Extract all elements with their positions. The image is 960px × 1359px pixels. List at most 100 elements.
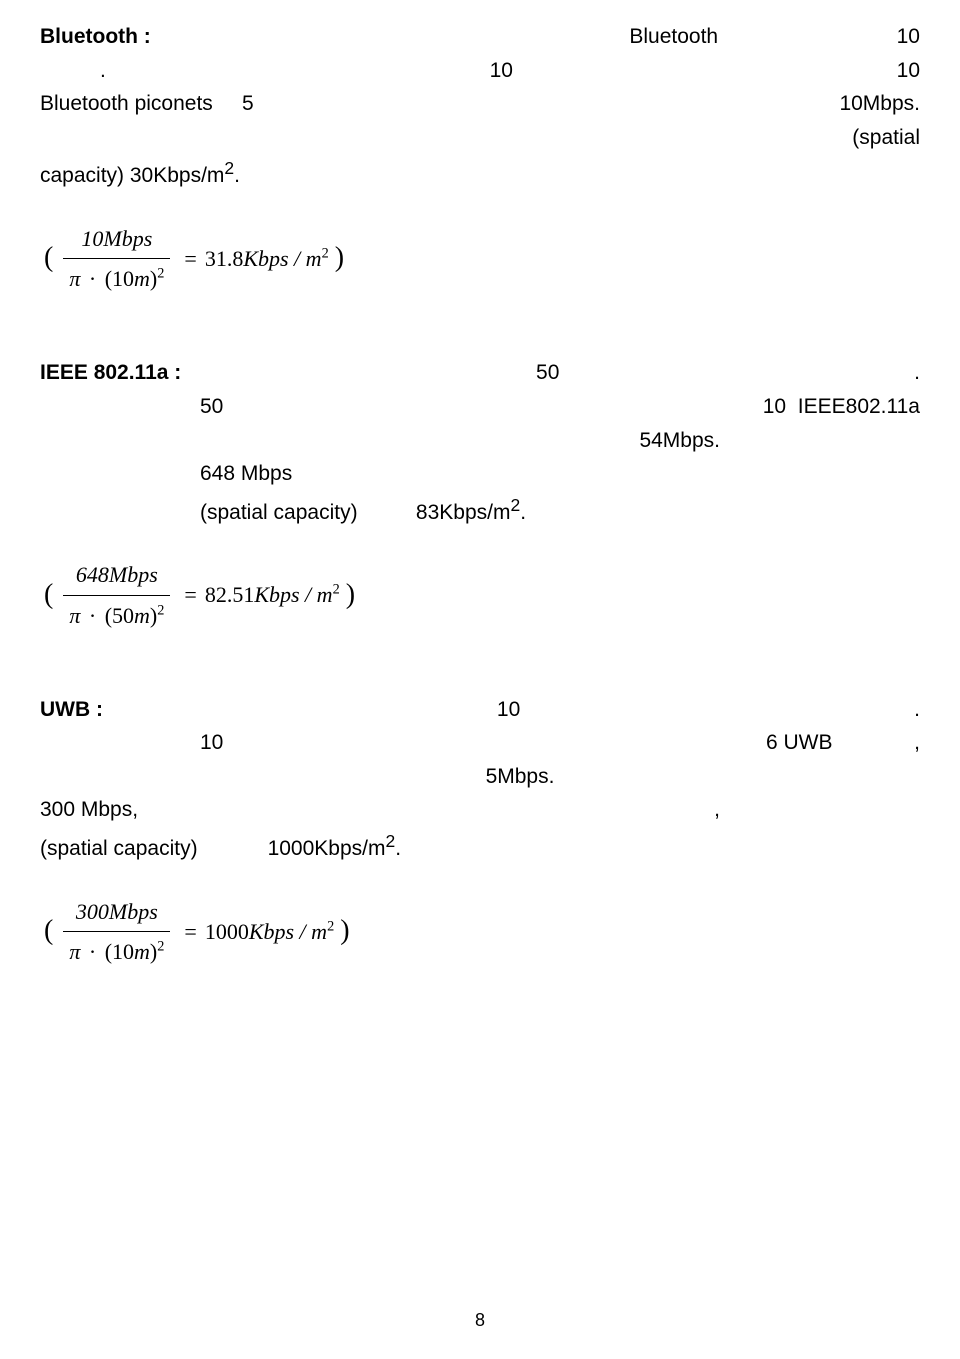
- equals-sign: =: [176, 914, 204, 949]
- uwb-equation: ( 300Mbps π · (10m)2 = 1000Kbps / m2 ): [40, 894, 920, 969]
- superscript: 2: [157, 266, 164, 282]
- text-row: 5Mbps.: [40, 760, 920, 794]
- equals-sign: =: [176, 241, 204, 276]
- text: 10Mbps.: [839, 87, 920, 121]
- text: 5: [242, 92, 254, 115]
- text: ,: [714, 793, 720, 827]
- text: 82.51: [205, 582, 255, 607]
- text: 6 UWB ,: [766, 726, 920, 760]
- text: m: [134, 939, 150, 964]
- text-row: IEEE 802.11a : 50 .: [40, 356, 920, 390]
- text: 10: [763, 395, 786, 418]
- uwb-section: UWB : 10 . 10 6 UWB , 5Mbps. 300 Mbps, ,…: [40, 693, 920, 969]
- ieee-section: IEEE 802.11a : 50 . 50 10 IEEE802.11a 54…: [40, 356, 920, 632]
- text-row: 10 6 UWB ,: [40, 726, 920, 760]
- text: Kbps / m: [249, 919, 327, 944]
- bluetooth-heading: Bluetooth :: [40, 20, 151, 54]
- text-row: Bluetooth piconets 5 10Mbps.: [40, 87, 920, 121]
- text: 10: [490, 54, 513, 88]
- text-row: 50 10 IEEE802.11a: [40, 390, 920, 424]
- pi-symbol: π: [69, 939, 80, 964]
- text: Bluetooth piconets 5: [40, 87, 254, 121]
- text: IEEE802.11a: [798, 395, 920, 418]
- denominator: π · (10m)2: [63, 934, 170, 969]
- text: 50: [536, 356, 559, 390]
- close-paren: ): [329, 236, 348, 281]
- text: (50: [105, 603, 134, 628]
- pi-symbol: π: [69, 266, 80, 291]
- text: 10: [897, 54, 920, 88]
- text: (10: [105, 939, 134, 964]
- superscript: 2: [327, 918, 334, 934]
- ieee-equation: ( 648Mbps π · (50m)2 = 82.51Kbps / m2 ): [40, 557, 920, 632]
- rhs: 1000Kbps / m2: [205, 914, 334, 949]
- superscript: 2: [510, 495, 520, 515]
- equals-sign: =: [176, 577, 204, 612]
- bluetooth-section: Bluetooth : Bluetooth 10 . 10 10 Bluetoo…: [40, 20, 920, 296]
- open-paren: (: [40, 573, 57, 618]
- text: .: [914, 356, 920, 390]
- numerator: 648Mbps: [70, 557, 164, 592]
- text-row: Bluetooth : Bluetooth 10: [40, 20, 920, 54]
- text: Kbps / m: [254, 582, 332, 607]
- close-paren: ): [340, 573, 359, 618]
- text-row: (spatial: [40, 121, 920, 155]
- open-paren: (: [40, 236, 57, 281]
- text: 10 IEEE802.11a: [763, 390, 920, 424]
- text: (spatial capacity): [40, 837, 198, 860]
- text: 1000Kbps/m: [268, 837, 386, 860]
- text: 10: [897, 20, 920, 54]
- rhs: 82.51Kbps / m2: [205, 577, 340, 612]
- text: 31.8: [205, 246, 244, 271]
- page-number: 8: [0, 1306, 960, 1335]
- text: .: [395, 837, 401, 860]
- fraction-bar: [63, 595, 170, 596]
- superscript: 2: [333, 582, 340, 598]
- text: .: [40, 54, 106, 88]
- text: 1000: [205, 919, 249, 944]
- text: 54Mbps.: [639, 424, 720, 458]
- fraction: 10Mbps π · (10m)2: [63, 221, 170, 296]
- text: ,: [914, 731, 920, 754]
- text: 10: [40, 726, 223, 760]
- text-row: 54Mbps.: [40, 424, 920, 458]
- text: 83Kbps/m: [416, 501, 511, 524]
- text: .: [520, 501, 526, 524]
- superscript: 2: [386, 831, 396, 851]
- text: 648 Mbps: [200, 462, 292, 485]
- text: Bluetooth: [629, 20, 718, 54]
- superscript: 2: [322, 246, 329, 262]
- numerator: 300Mbps: [70, 894, 164, 929]
- text-row: . 10 10: [40, 54, 920, 88]
- text: capacity) 30Kbps/m: [40, 164, 224, 187]
- text-row: 300 Mbps, ,: [40, 793, 920, 827]
- text: Kbps / m: [243, 246, 321, 271]
- text: 5Mbps.: [486, 765, 555, 788]
- text: (10: [105, 266, 134, 291]
- dot-symbol: ·: [86, 939, 99, 964]
- numerator: 10Mbps: [75, 221, 158, 256]
- rhs: 31.8Kbps / m2: [205, 241, 329, 276]
- pi-symbol: π: [69, 603, 80, 628]
- denominator: π · (50m)2: [63, 598, 170, 633]
- bluetooth-equation: ( 10Mbps π · (10m)2 = 31.8Kbps / m2 ): [40, 221, 920, 296]
- open-paren: (: [40, 909, 57, 954]
- fraction-bar: [63, 931, 170, 932]
- text-row: UWB : 10 .: [40, 693, 920, 727]
- text-row: (spatial capacity) 1000Kbps/m2.: [40, 827, 920, 866]
- superscript: 2: [157, 602, 164, 618]
- text: .: [914, 693, 920, 727]
- dot-symbol: ·: [86, 266, 99, 291]
- superscript: 2: [157, 939, 164, 955]
- text-row: (spatial capacity) 83Kbps/m2.: [40, 491, 920, 530]
- denominator: π · (10m)2: [63, 261, 170, 296]
- superscript: 2: [224, 158, 234, 178]
- fraction: 300Mbps π · (10m)2: [63, 894, 170, 969]
- text: 50: [40, 390, 223, 424]
- text: 10: [497, 693, 520, 727]
- text: (spatial capacity): [200, 501, 358, 524]
- dot-symbol: ·: [86, 603, 99, 628]
- text: 300 Mbps,: [40, 793, 138, 827]
- fraction-bar: [63, 258, 170, 259]
- text-row: 648 Mbps: [40, 457, 920, 491]
